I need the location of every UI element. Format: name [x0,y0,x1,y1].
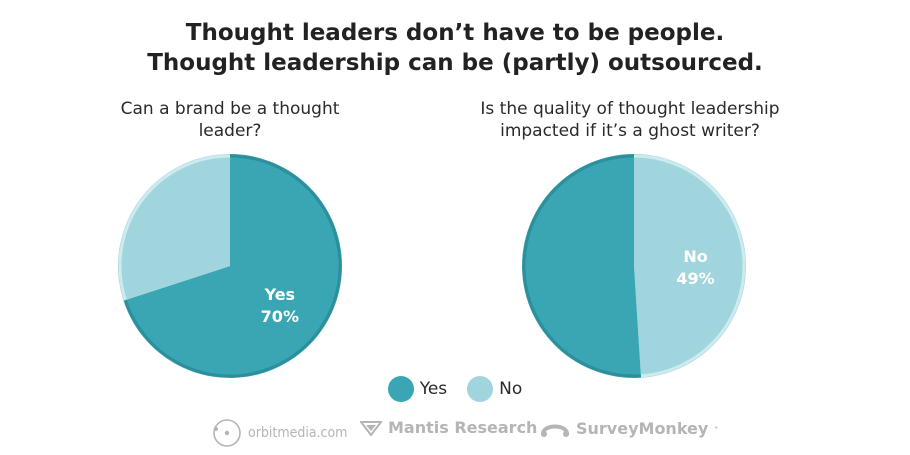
legend-label-no: No [499,379,523,399]
chart-title: Thought leaders don’t have to be people.… [0,18,910,78]
legend-label-yes: Yes [419,379,448,399]
title-line-1: Thought leaders don’t have to be people. [185,20,725,46]
pie2-label-name: No [683,247,707,266]
pie-chart-brand-thought-leader: Yes 70% [117,154,342,378]
mantis-research-text: Mantis Research [388,418,538,437]
pie2-slice-yes [521,154,642,378]
pie2-slice-no [634,154,746,378]
pie1-label-value: 70% [261,307,299,326]
legend-swatch-no [467,376,494,402]
pie1-slice-no [117,154,230,301]
mantis-chevron-icon [360,420,382,437]
pie2-ring-yes [522,154,641,378]
title-line-2: Thought leadership can be (partly) outso… [147,50,763,76]
pie1-label-name: Yes [264,285,296,304]
orbitmedia-text: orbitmedia.com [248,425,348,441]
legend: Yes No [0,376,910,402]
pie-chart-ghost-writer: No 49% [521,154,746,378]
orbitmedia-logo: orbitmedia.com [212,418,347,448]
legend-item-yes: Yes [387,376,448,402]
mantis-research-logo: Mantis Research [360,418,537,437]
surveymonkey-logo: SurveyMonkey · [540,418,718,438]
pie2-ring-no [633,154,746,378]
pie2-label-value: 49% [676,269,714,288]
pie1-question: Can a brand be a thought leader? [120,99,340,141]
pie2-question: Is the quality of thought leadership imp… [480,99,780,141]
legend-swatch-yes [387,376,414,402]
legend-item-no: No [467,376,522,402]
pie1-slice-yes [123,154,342,378]
source-logos: orbitmedia.com Mantis Research SurveyMon… [0,410,910,450]
surveymonkey-text: SurveyMonkey [576,418,709,438]
pie1-ring-no [118,154,231,301]
orbit-circle-icon [213,419,241,447]
surveymonkey-icon [541,424,569,437]
pie1-ring-yes [123,154,342,378]
surveymonkey-mark: · [714,422,719,434]
